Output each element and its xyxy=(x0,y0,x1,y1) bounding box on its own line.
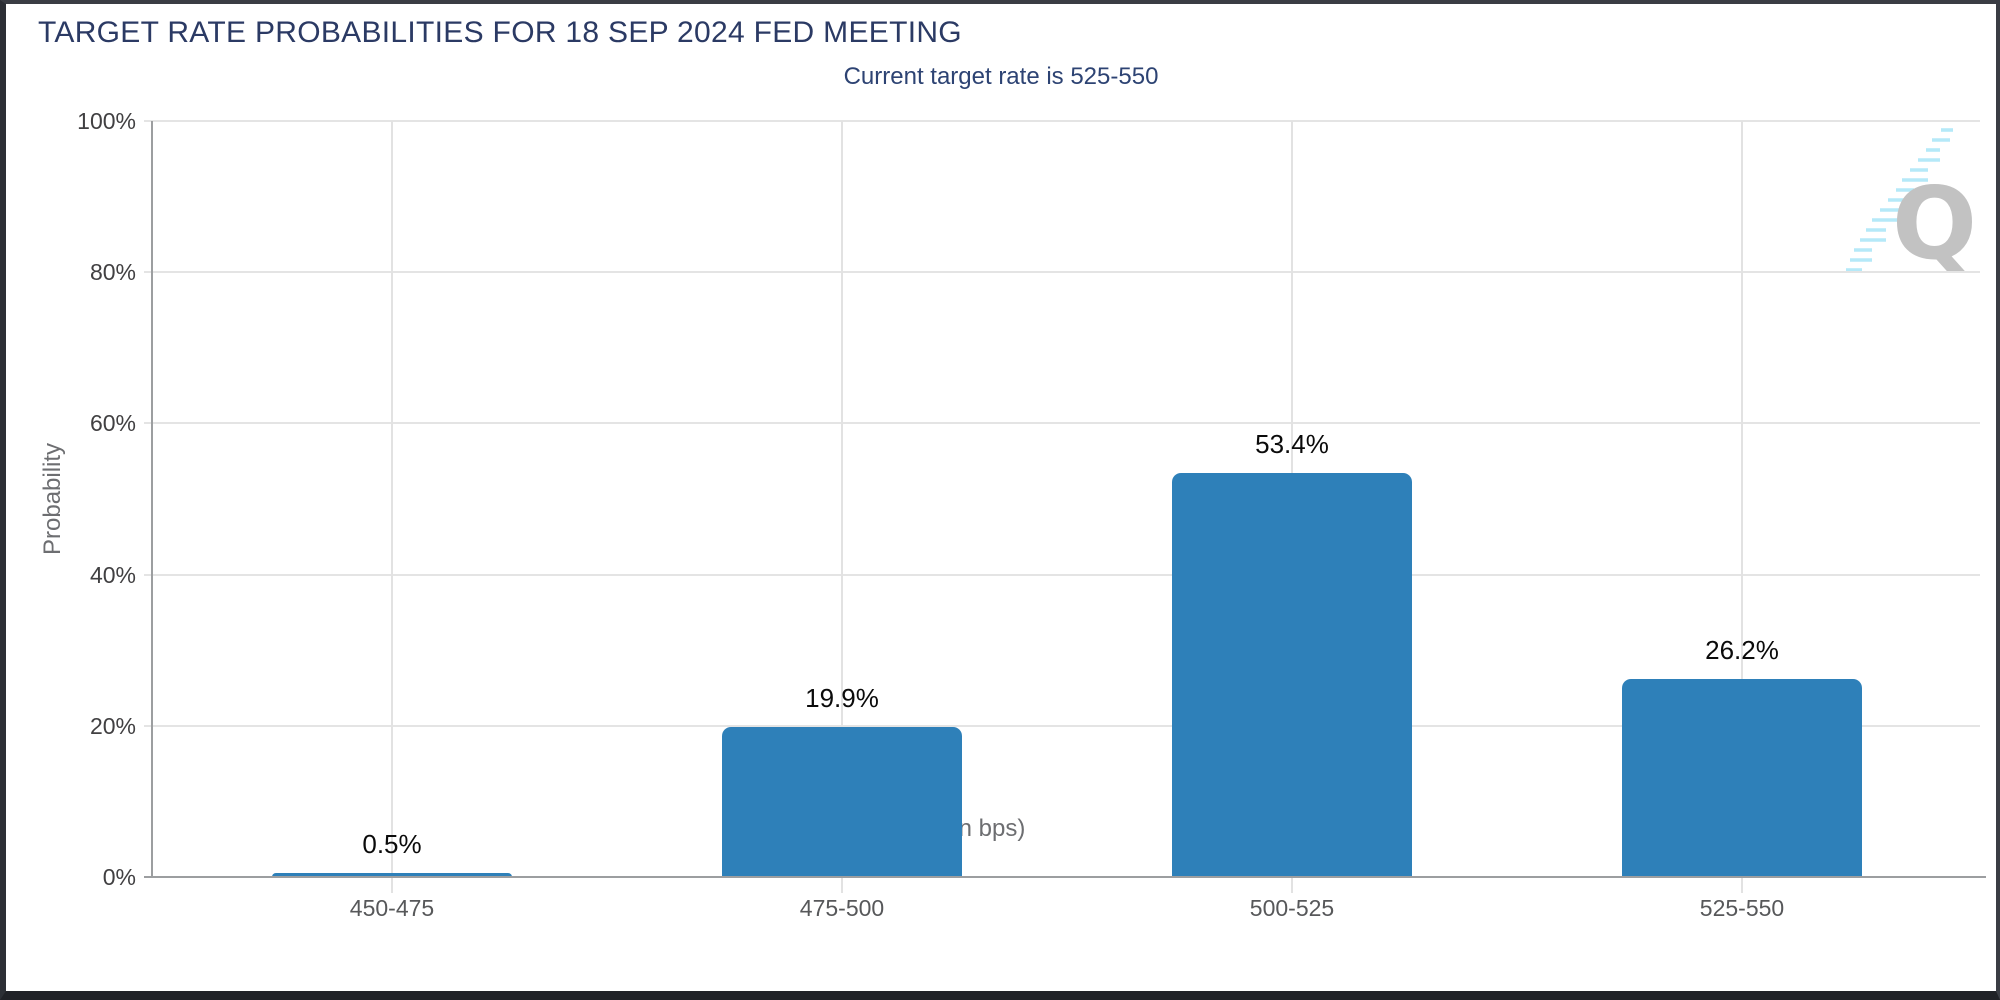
y-gridline xyxy=(144,120,1980,122)
quikstrike-logo: Q xyxy=(1846,128,1977,282)
y-gridline xyxy=(144,724,1980,727)
watermark-q-letter: Q xyxy=(1892,165,1977,282)
y-gridline xyxy=(144,271,1980,274)
bar-value-label: 26.2% xyxy=(1705,635,1779,665)
y-tick-label: 0% xyxy=(102,864,136,890)
y-tick-label: 100% xyxy=(77,108,136,134)
bar xyxy=(722,727,962,877)
x-tick-label: 450-475 xyxy=(349,895,435,921)
y-gridline xyxy=(144,573,1980,576)
chart-title: TARGET RATE PROBABILITIES FOR 18 SEP 202… xyxy=(38,16,962,49)
x-gridline-and-tick xyxy=(841,121,843,893)
bar-value-label: 0.5% xyxy=(362,829,422,859)
y-gridline xyxy=(144,422,1980,425)
chart-subtitle: Current target rate is 525-550 xyxy=(843,63,1159,90)
plot-area: 0% 20% 40% 60% 80% 100% 0.5% 450-475 19.9% 475-50… xyxy=(77,108,1986,921)
x-axis-line xyxy=(144,876,1986,878)
watermark-swoosh-icon xyxy=(1846,128,1953,272)
bar xyxy=(272,873,512,877)
bar-value-label: 19.9% xyxy=(805,683,879,713)
x-tick-label: 525-550 xyxy=(1699,895,1785,921)
x-tick-label: 500-525 xyxy=(1249,895,1335,921)
x-gridline-and-tick xyxy=(1741,121,1743,893)
y-tick-label: 80% xyxy=(89,259,136,286)
x-gridline-and-tick xyxy=(391,121,393,893)
bar xyxy=(1172,473,1412,877)
bar xyxy=(1622,679,1862,877)
y-tick-label: 20% xyxy=(89,712,136,739)
x-tick-label: 475-500 xyxy=(799,895,885,921)
y-tick-label: 60% xyxy=(89,410,136,437)
y-tick-label: 40% xyxy=(89,561,136,588)
y-axis-line xyxy=(151,121,153,878)
bar-value-label: 53.4% xyxy=(1255,429,1329,459)
